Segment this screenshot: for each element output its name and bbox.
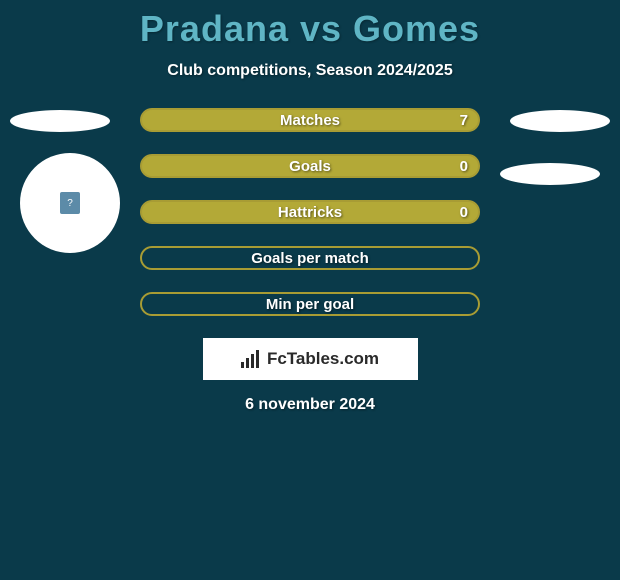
stat-label: Hattricks xyxy=(278,204,342,221)
decoration-ellipse-right-top xyxy=(510,110,610,132)
date-text: 6 november 2024 xyxy=(0,396,620,414)
stat-value: 0 xyxy=(460,158,468,175)
stat-label: Goals xyxy=(289,158,331,175)
stat-bar-matches: Matches 7 xyxy=(140,108,480,132)
page-title: Pradana vs Gomes xyxy=(0,0,620,50)
decoration-ellipse-left-top xyxy=(10,110,110,132)
stat-label: Matches xyxy=(280,112,340,129)
stat-bar-goals: Goals 0 xyxy=(140,154,480,178)
decoration-ellipse-right-bottom xyxy=(500,163,600,185)
stat-bars: Matches 7 Goals 0 Hattricks 0 Goals per … xyxy=(140,108,480,316)
decoration-circle-left: ? xyxy=(20,153,120,253)
stat-value: 7 xyxy=(460,112,468,129)
subtitle: Club competitions, Season 2024/2025 xyxy=(0,62,620,80)
stat-value: 0 xyxy=(460,204,468,221)
stat-bar-hattricks: Hattricks 0 xyxy=(140,200,480,224)
comparison-content: ? Matches 7 Goals 0 Hattricks 0 Goals pe… xyxy=(0,108,620,414)
stat-label: Min per goal xyxy=(266,296,354,313)
stat-bar-goals-per-match: Goals per match xyxy=(140,246,480,270)
stat-bar-min-per-goal: Min per goal xyxy=(140,292,480,316)
brand-text: FcTables.com xyxy=(267,349,379,369)
brand-box: FcTables.com xyxy=(203,338,418,380)
stat-label: Goals per match xyxy=(251,250,369,267)
placeholder-icon: ? xyxy=(60,192,80,214)
brand-bars-icon xyxy=(241,350,261,368)
